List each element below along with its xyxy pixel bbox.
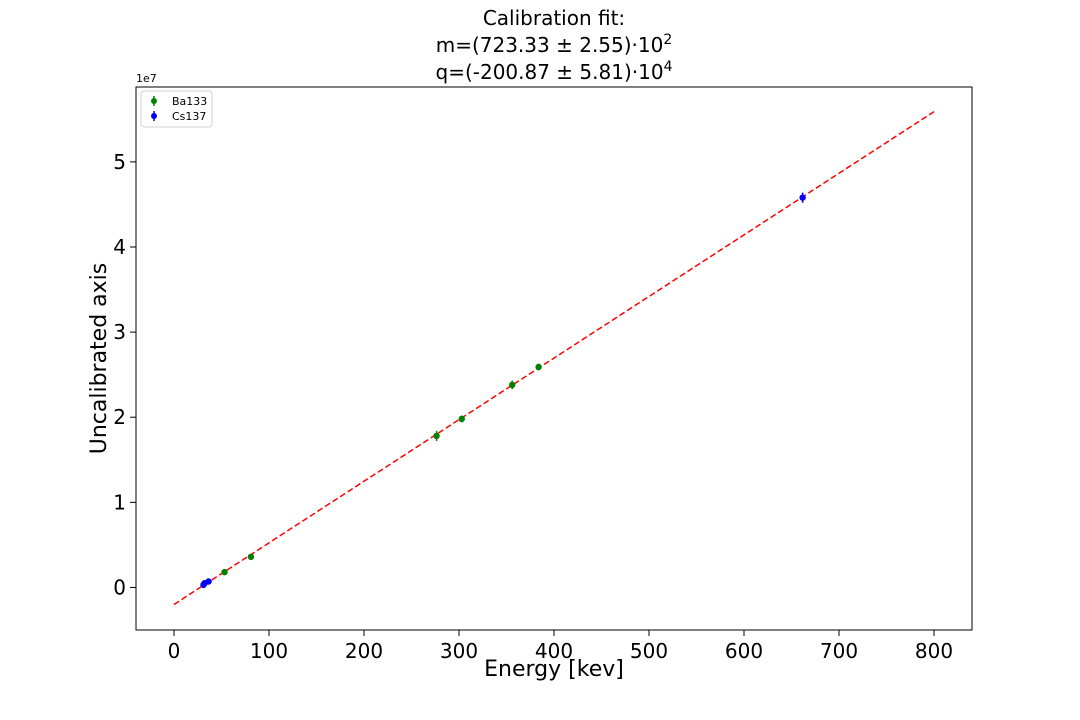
- fit-line-group: [173, 111, 935, 606]
- x-tick-label: 100: [250, 639, 288, 663]
- y-tick-label: 1: [113, 490, 126, 514]
- data-point: [535, 363, 542, 371]
- y-tick-label: 5: [113, 150, 126, 174]
- y-axis: 0 1 2 3 4 5: [113, 150, 136, 599]
- y-tick-label: 4: [113, 235, 126, 259]
- fit-line: [173, 111, 935, 606]
- series-cs137: [200, 192, 806, 589]
- data-point: [509, 381, 516, 389]
- y-offset-label: 1e7: [136, 72, 157, 85]
- legend: Ba133 Cs137: [140, 90, 213, 128]
- x-tick-label: 400: [535, 639, 573, 663]
- legend-marker: [151, 98, 157, 104]
- y-axis-label: Uncalibrated axis: [87, 263, 112, 455]
- x-axis: 0 100 200 300 400 500 600 700 800: [168, 630, 953, 663]
- x-tick-label: 500: [630, 639, 668, 663]
- title-line: m=(723.33 ± 2.55)·102: [436, 32, 673, 57]
- x-tick-label: 200: [345, 639, 383, 663]
- legend-label: Ba133: [172, 95, 207, 108]
- x-tick-label: 0: [168, 639, 181, 663]
- legend-box: [140, 90, 213, 128]
- data-point: [799, 194, 806, 201]
- legend-label: Cs137: [172, 110, 206, 123]
- data-point: [221, 568, 228, 576]
- data-point: [205, 578, 212, 585]
- data-point: [433, 432, 440, 440]
- x-axis-label: Energy [kev]: [484, 657, 624, 682]
- chart-title: Calibration fit:m=(723.33 ± 2.55)·102q=(…: [436, 6, 673, 84]
- series-ba133: [221, 363, 542, 576]
- x-tick-label: 300: [440, 639, 478, 663]
- y-tick-label: 0: [113, 575, 126, 599]
- x-tick-label: 800: [915, 639, 953, 663]
- legend-marker: [151, 113, 157, 119]
- x-tick-label: 700: [820, 639, 858, 663]
- title-line: Calibration fit:: [483, 6, 625, 30]
- y-tick-label: 3: [113, 320, 126, 344]
- x-tick-label: 600: [725, 639, 763, 663]
- y-tick-label: 2: [113, 405, 126, 429]
- title-line: q=(-200.87 ± 5.81)·104: [436, 59, 673, 84]
- data-series-group: [200, 192, 806, 589]
- data-point: [458, 415, 465, 423]
- data-point: [247, 553, 255, 561]
